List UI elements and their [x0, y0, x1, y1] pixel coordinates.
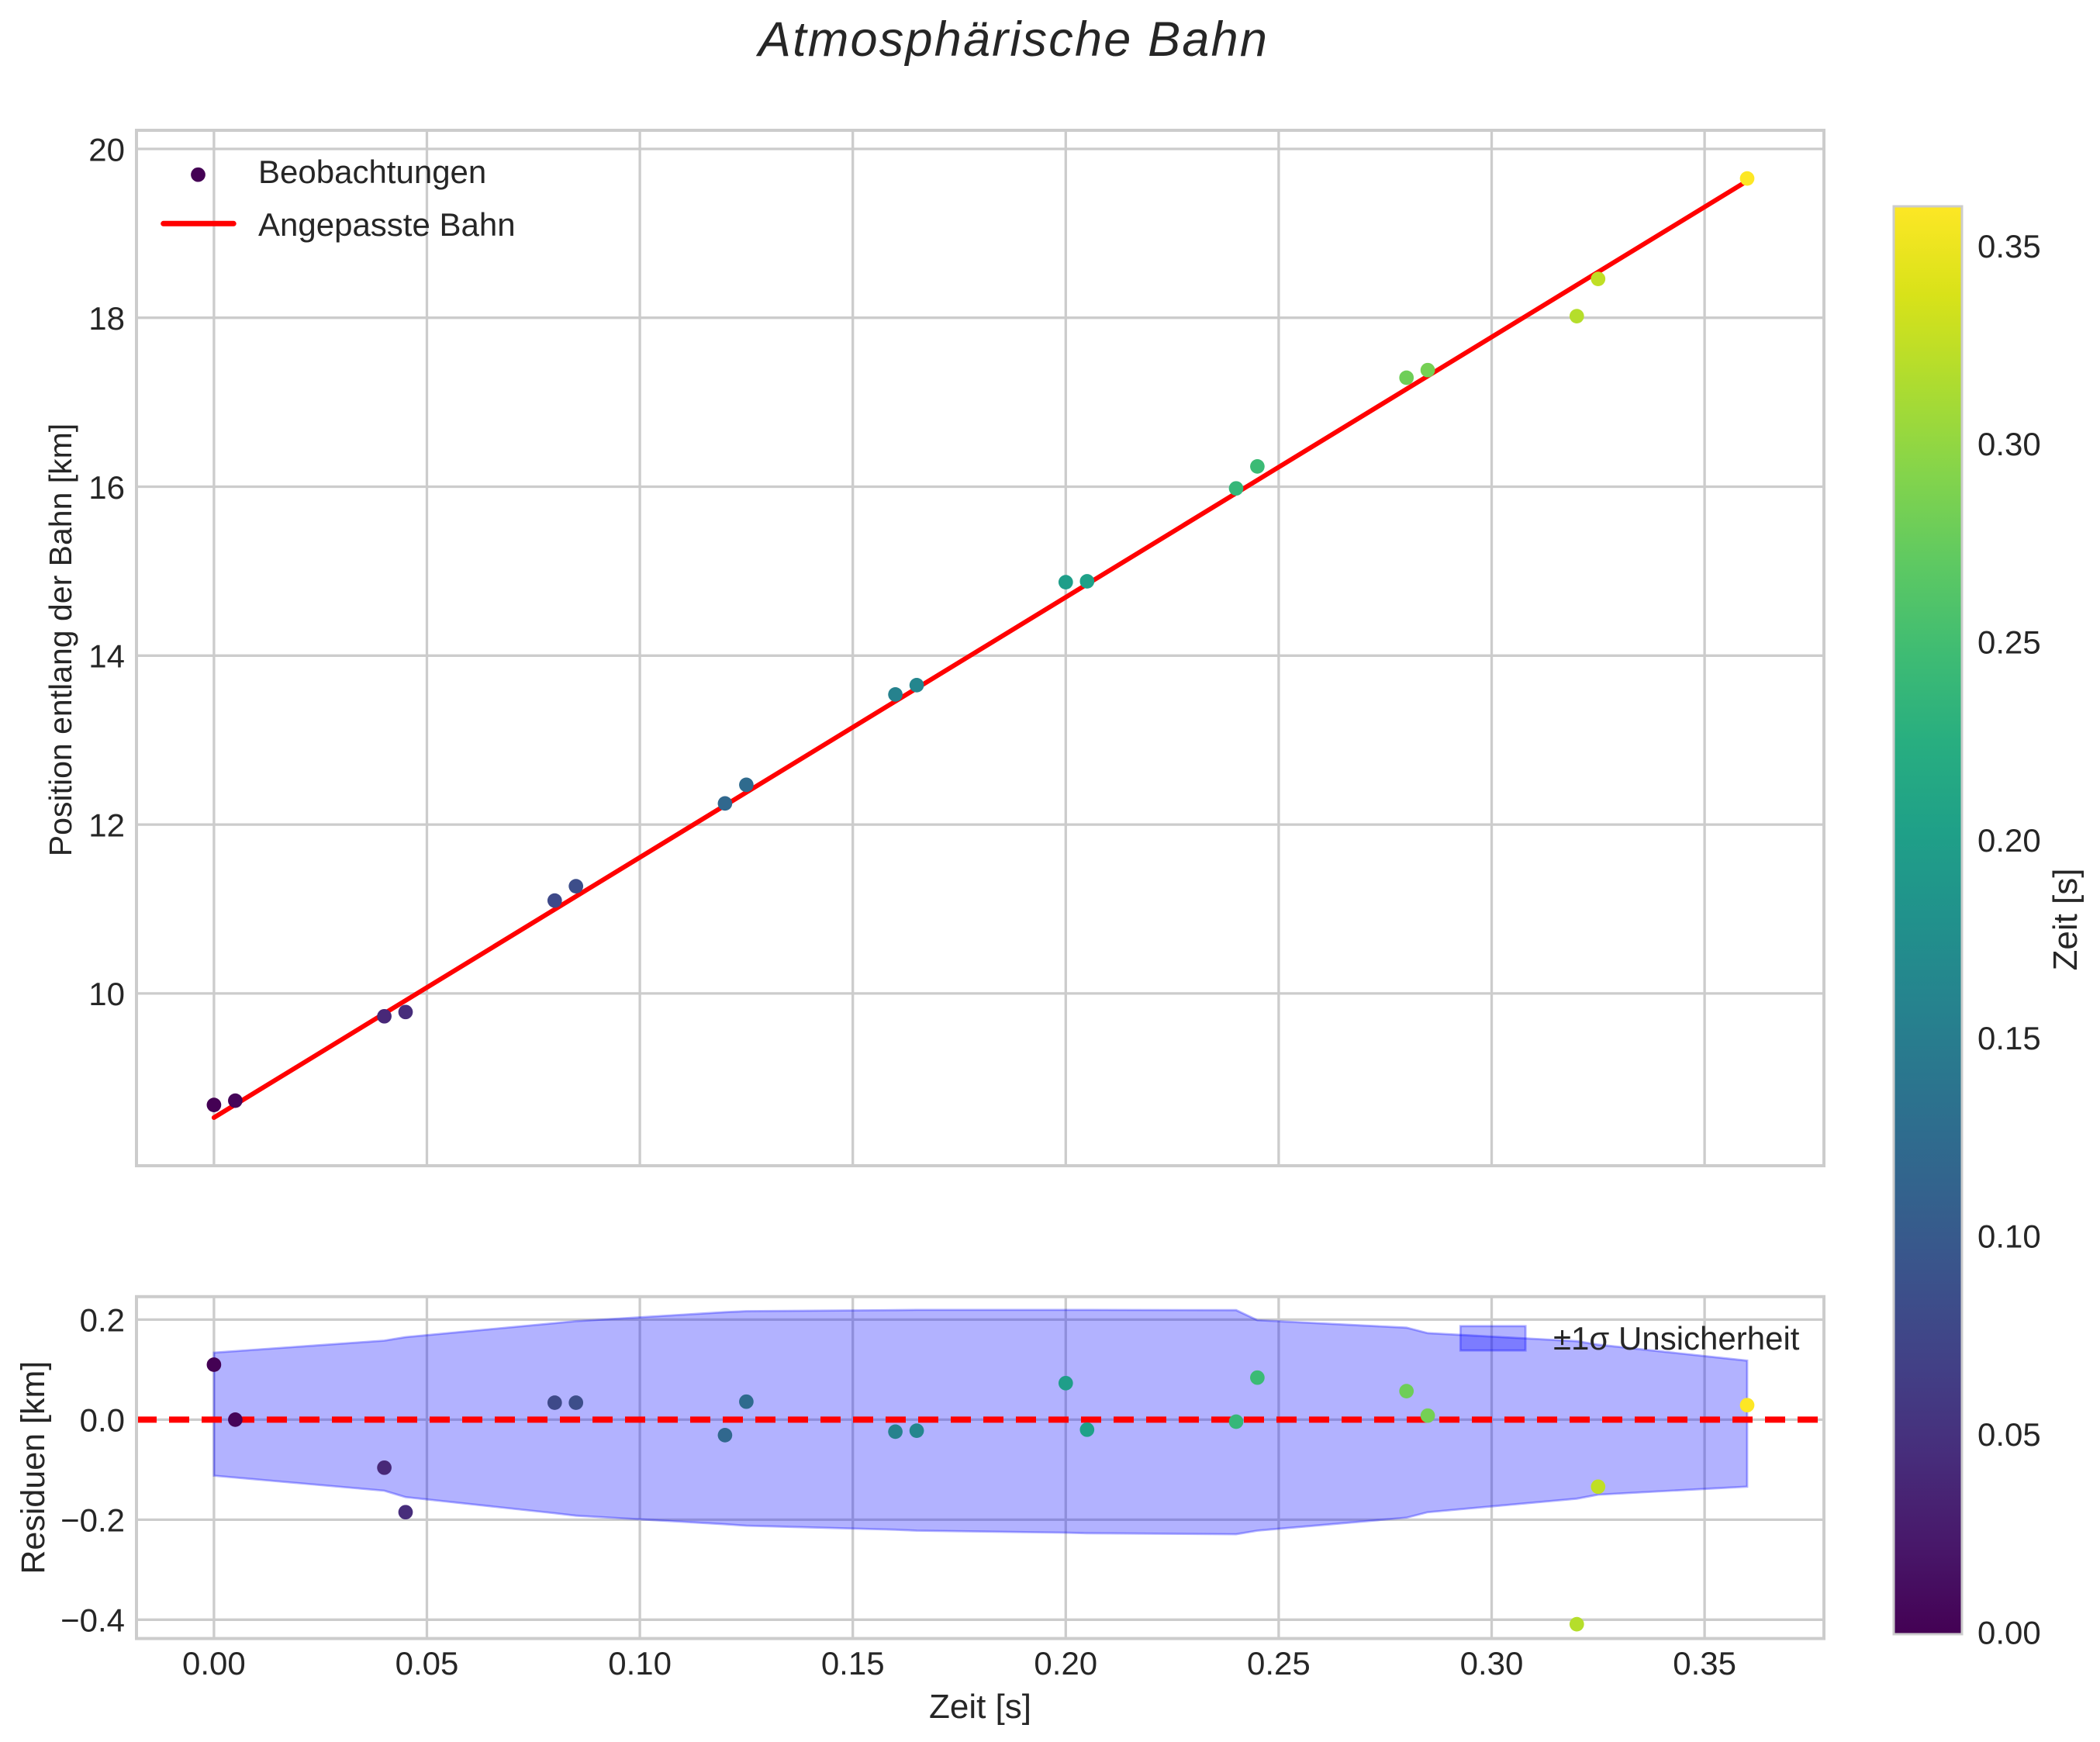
svg-text:0.25: 0.25: [1247, 1645, 1311, 1682]
svg-text:Position entlang der Bahn [km]: Position entlang der Bahn [km]: [43, 423, 78, 856]
svg-text:16: 16: [88, 469, 125, 506]
svg-text:−0.4: −0.4: [60, 1602, 125, 1639]
svg-text:0.20: 0.20: [1977, 822, 2041, 859]
svg-text:0.35: 0.35: [1977, 228, 2041, 264]
svg-text:20: 20: [88, 131, 125, 168]
svg-text:Zeit [s]: Zeit [s]: [2046, 868, 2084, 970]
svg-text:14: 14: [88, 638, 125, 675]
svg-text:0.30: 0.30: [1460, 1645, 1524, 1682]
svg-text:10: 10: [88, 976, 125, 1012]
svg-text:0.00: 0.00: [1977, 1614, 2041, 1650]
svg-text:Atmosphärische Bahn: Atmosphärische Bahn: [755, 12, 1269, 67]
svg-text:Residuen [km]: Residuen [km]: [15, 1361, 52, 1574]
svg-text:0.15: 0.15: [821, 1645, 885, 1682]
svg-text:0.35: 0.35: [1673, 1645, 1736, 1682]
svg-text:12: 12: [88, 807, 125, 843]
svg-text:Angepasste Bahn: Angepasste Bahn: [258, 206, 516, 243]
svg-text:0.00: 0.00: [182, 1645, 246, 1682]
svg-text:0.20: 0.20: [1034, 1645, 1097, 1682]
svg-text:0.25: 0.25: [1977, 624, 2041, 661]
svg-text:0.2: 0.2: [80, 1302, 125, 1339]
svg-text:Zeit [s]: Zeit [s]: [929, 1688, 1031, 1726]
svg-text:0.30: 0.30: [1977, 426, 2041, 462]
svg-text:0.05: 0.05: [1977, 1416, 2041, 1453]
svg-text:0.05: 0.05: [395, 1645, 459, 1682]
svg-text:0.15: 0.15: [1977, 1020, 2041, 1056]
svg-text:0.10: 0.10: [1977, 1218, 2041, 1255]
svg-text:0.0: 0.0: [80, 1402, 125, 1439]
svg-text:18: 18: [88, 300, 125, 337]
svg-text:±1σ Unsicherheit: ±1σ Unsicherheit: [1553, 1320, 1800, 1357]
svg-text:−0.2: −0.2: [60, 1502, 125, 1539]
svg-text:Beobachtungen: Beobachtungen: [258, 154, 486, 190]
svg-text:0.10: 0.10: [608, 1645, 672, 1682]
